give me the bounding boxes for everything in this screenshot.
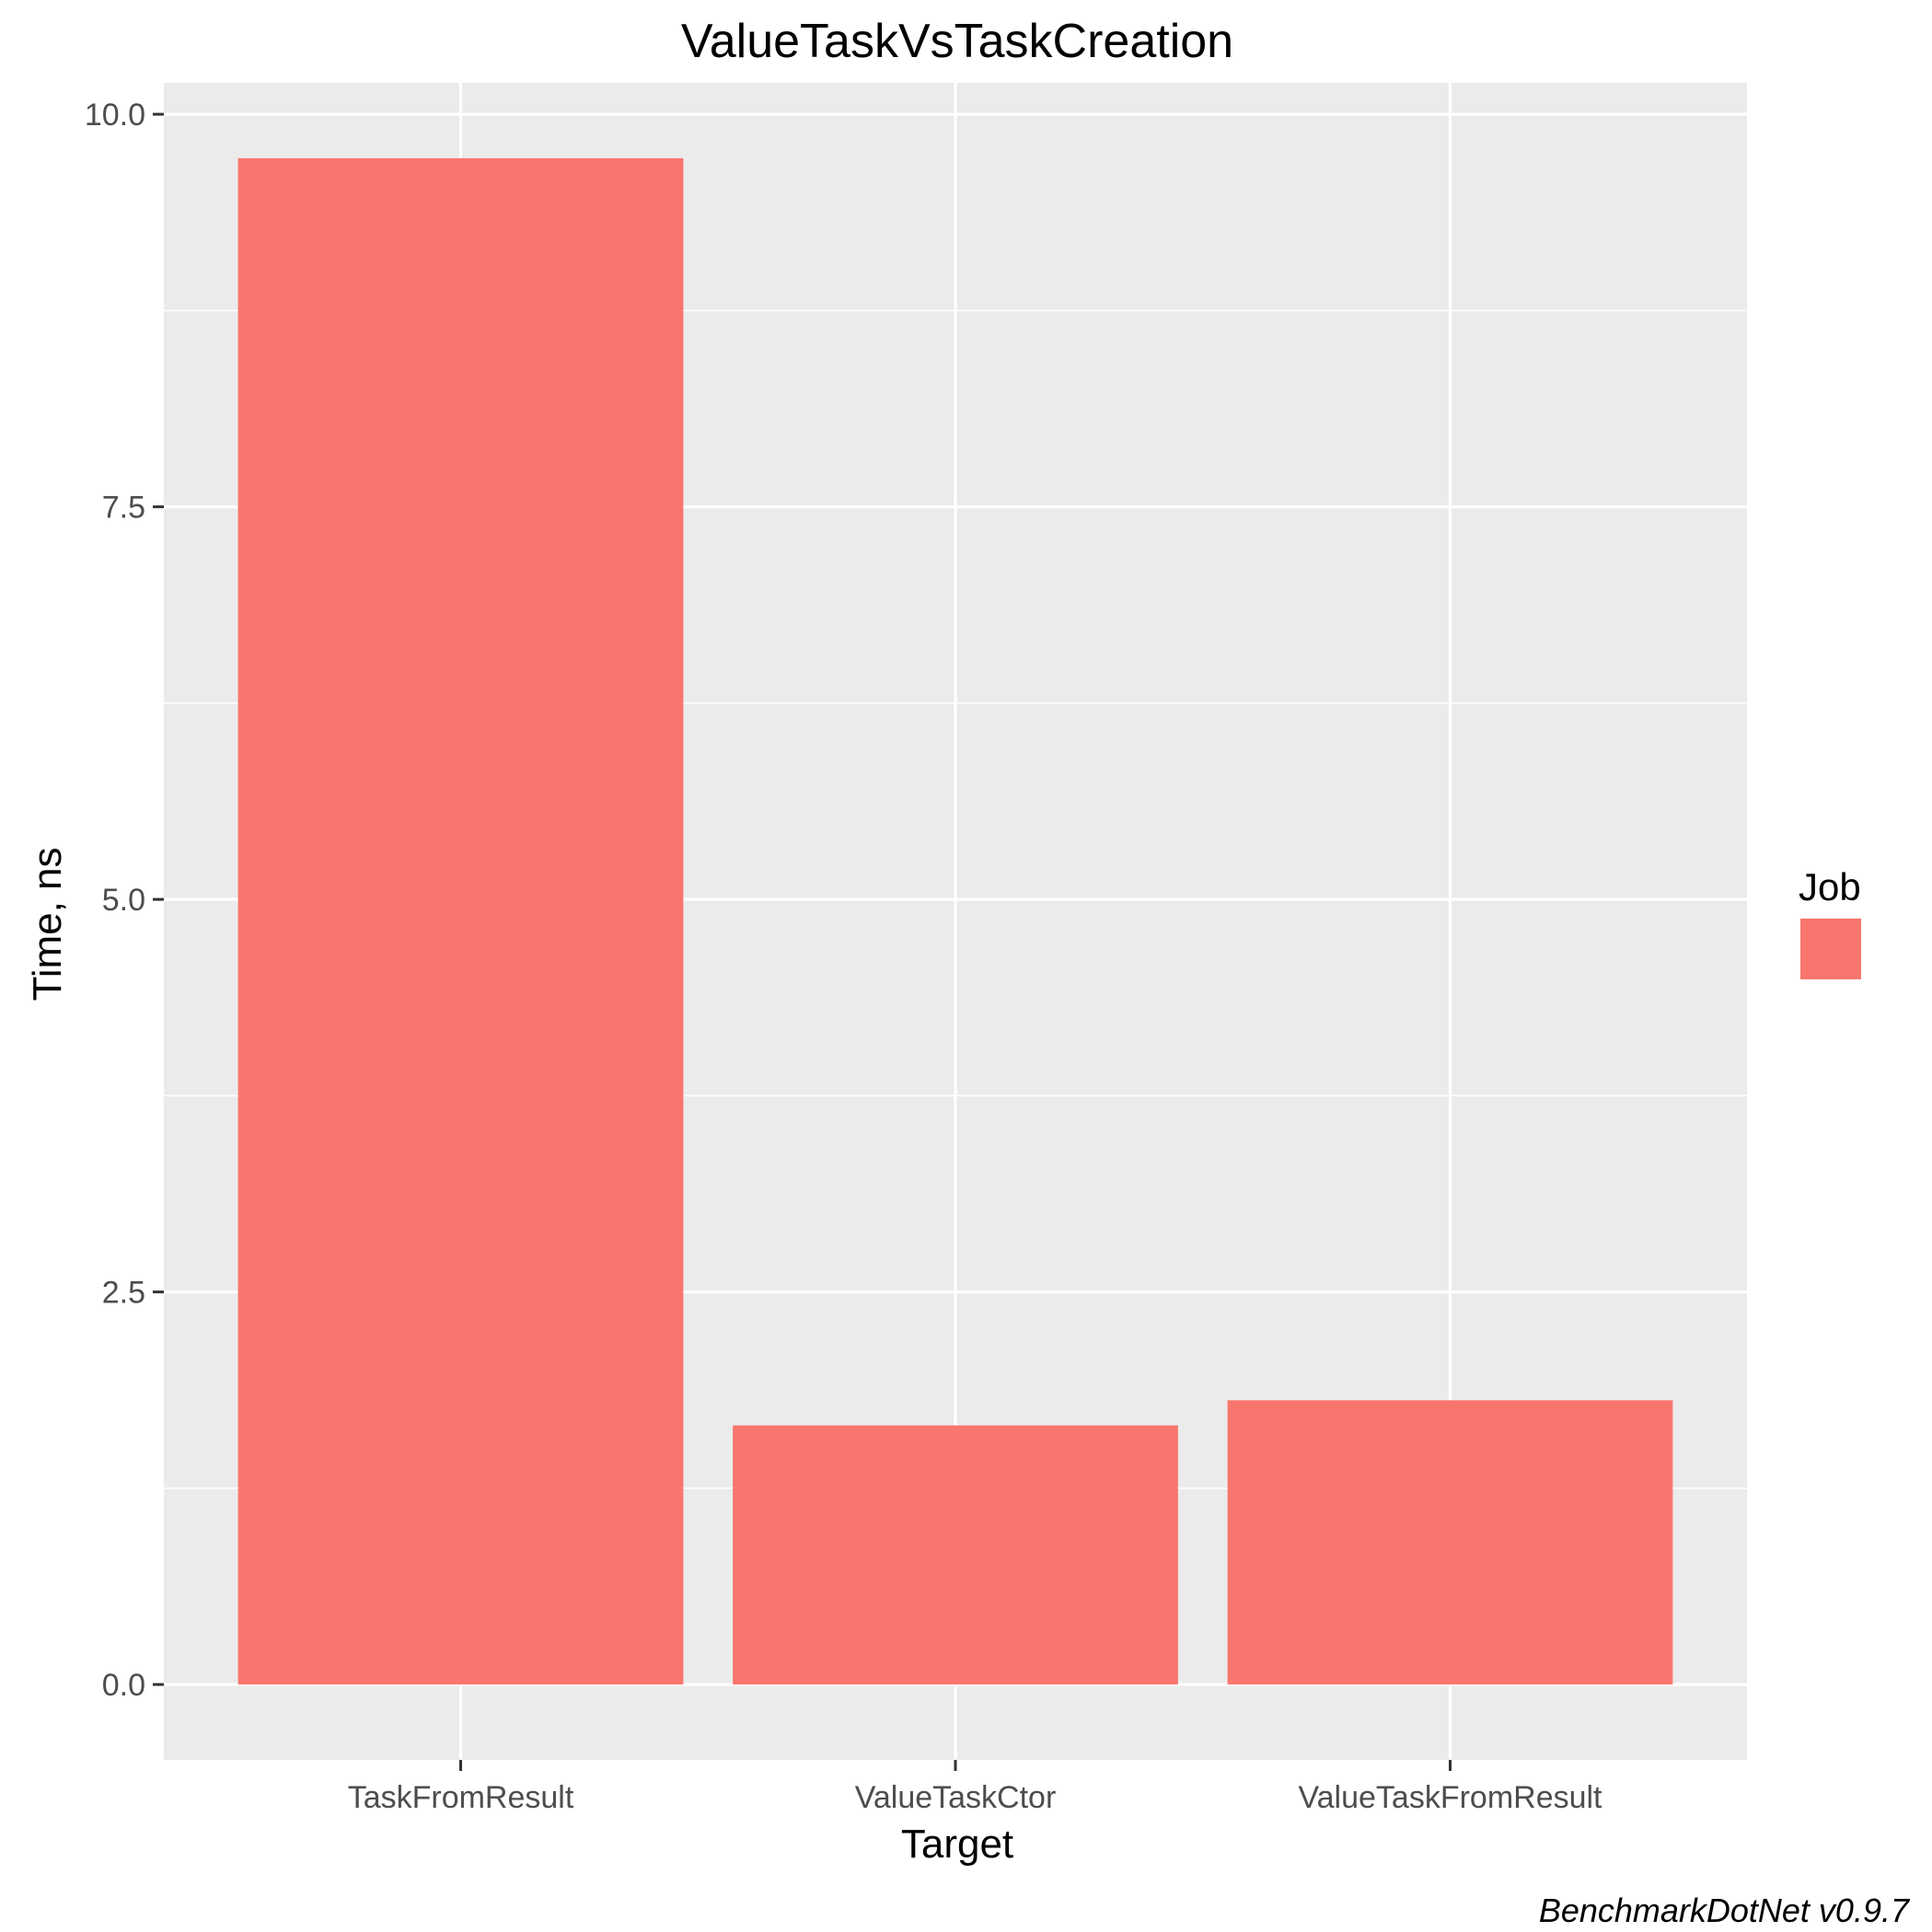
y-tick-label: 7.5 bbox=[102, 491, 145, 526]
y-tick-label: 5.0 bbox=[102, 883, 145, 918]
y-axis: 0.0 2.5 5.0 7.5 10.0 bbox=[85, 98, 164, 1703]
y-tick-label: 0.0 bbox=[102, 1668, 145, 1703]
chart-title: ValueTaskVsTaskCreation bbox=[681, 15, 1233, 68]
legend-key-swatch bbox=[1800, 919, 1861, 979]
bars bbox=[237, 157, 1673, 1685]
caption: BenchmarkDotNet v0.9.7 bbox=[1539, 1892, 1911, 1929]
x-axis: TaskFromResult ValueTaskCtor ValueTaskFrom… bbox=[348, 1760, 1602, 1815]
y-tick-label: 2.5 bbox=[102, 1276, 145, 1311]
bar-ValueTaskCtor bbox=[733, 1425, 1178, 1685]
x-tick-label: TaskFromResult bbox=[348, 1780, 574, 1815]
y-tick-label: 10.0 bbox=[85, 98, 145, 133]
x-tick-label: ValueTaskCtor bbox=[855, 1780, 1057, 1815]
legend: Job bbox=[1799, 865, 1861, 979]
y-axis-title: Time, ns bbox=[25, 847, 70, 1001]
bar-TaskFromResult bbox=[237, 157, 684, 1685]
legend-title: Job bbox=[1799, 865, 1861, 908]
x-tick-label: ValueTaskFromResult bbox=[1298, 1780, 1602, 1815]
bar-ValueTaskFromResult bbox=[1227, 1400, 1673, 1685]
x-axis-title: Target bbox=[901, 1822, 1013, 1867]
